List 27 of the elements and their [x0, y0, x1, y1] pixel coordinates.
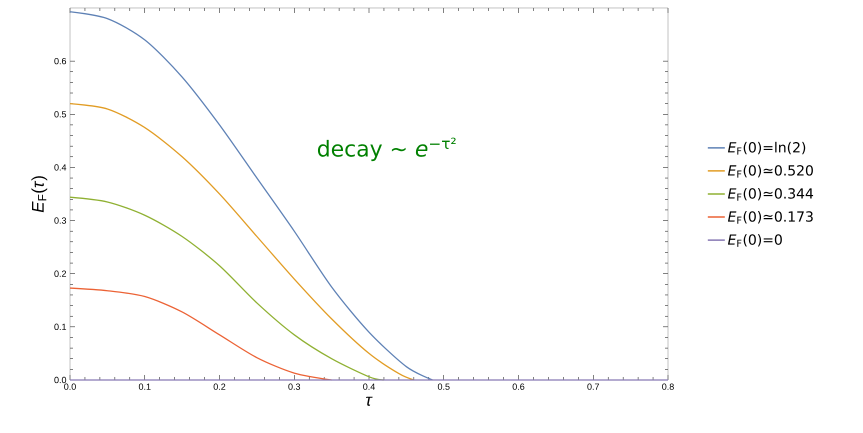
y-tick-label: 0.3	[54, 217, 66, 224]
x-tick-label: 0.6	[512, 384, 524, 390]
y-tick-label: 0.2	[54, 270, 66, 277]
legend-label: E$_{F}$(0)≃0.520	[728, 164, 813, 178]
legend-label: E$_{F}$(0)=ln(2)	[728, 142, 806, 155]
annotation: decay ∼ e$^{−τ²}$	[318, 138, 456, 162]
x-tick-label: 0.5	[438, 384, 450, 390]
x-tick-label: 0.3	[288, 384, 300, 390]
y-tick-label: 0.4	[54, 164, 66, 171]
legend-label: E$_{F}$(0)≃0.173	[728, 211, 813, 224]
y-tick-label: 0.6	[54, 58, 66, 64]
legend-label: E$_{F}$(0)=0	[728, 234, 782, 247]
line-series	[69, 102, 415, 381]
y-tick-label: 0.0	[54, 376, 66, 384]
y-axis-title: E$_{F}$(τ)	[31, 176, 48, 212]
x-tick-label: 0.0	[64, 384, 76, 390]
x-tick-label: 0.1	[138, 384, 151, 390]
y-tick-label: 0.5	[54, 111, 66, 118]
line-series	[69, 287, 332, 381]
x-axis-title: τ	[366, 396, 373, 406]
legend-label: E$_{F}$(0)≃0.344	[728, 188, 814, 201]
x-tick-label: 0.7	[587, 384, 600, 390]
y-tick-label: 0.1	[54, 324, 66, 330]
x-tick-label: 0.2	[214, 384, 226, 390]
line-series	[69, 196, 385, 381]
x-tick-label: 0.8	[662, 384, 674, 390]
x-tick-label: 0.4	[363, 384, 375, 390]
